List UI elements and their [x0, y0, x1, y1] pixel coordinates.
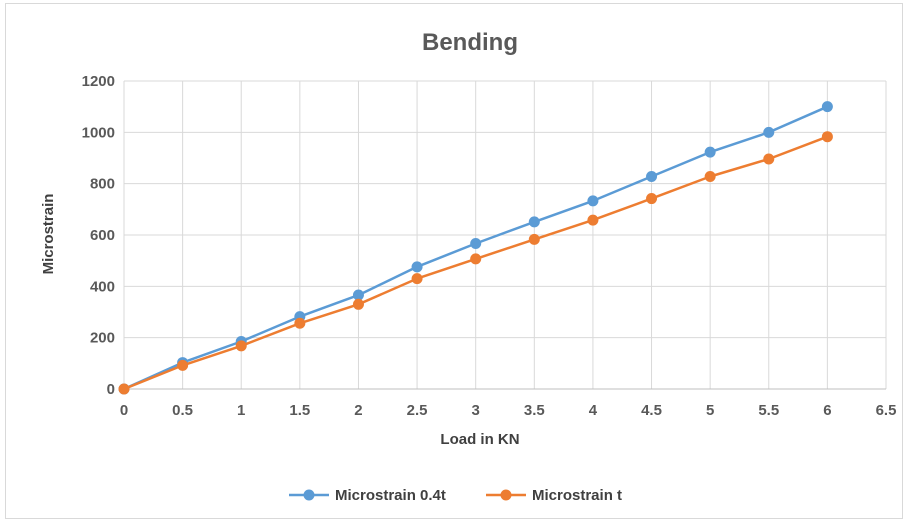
legend-swatch-marker: [500, 489, 512, 501]
x-tick-label: 1: [237, 402, 245, 419]
data-point: [352, 289, 364, 301]
data-point: [470, 237, 482, 249]
x-tick-label: 2.5: [407, 402, 428, 419]
legend-label: Microstrain 0.4t: [335, 487, 446, 504]
y-tick-label: 1000: [82, 124, 115, 141]
x-tick-label: 4: [589, 402, 598, 419]
chart-frame: Bending 0 200 400 600 800 1000 1200 0 0.5 1 1.5 2 2.…: [5, 3, 903, 519]
data-point: [821, 131, 833, 143]
x-tick-label: 3: [472, 402, 480, 419]
x-tick-label: 6.5: [876, 402, 897, 419]
data-point: [177, 359, 189, 371]
axes: 0 200 400 600 800 1000 1200 0 0.5 1 1.5 2 2.5 3 3.5 4 4.…: [82, 73, 897, 419]
y-tick-label: 600: [90, 227, 115, 244]
x-tick-label: 6: [823, 402, 831, 419]
data-point: [528, 216, 540, 228]
legend-entry: Microstrain 0.4t: [289, 487, 446, 504]
y-tick-label: 0: [107, 381, 115, 398]
x-tick-label: 5.5: [758, 402, 779, 419]
data-point: [235, 340, 247, 352]
y-tick-label: 400: [90, 278, 115, 295]
x-axis-label: Load in KN: [440, 431, 519, 448]
data-point: [704, 146, 716, 158]
y-tick-label: 800: [90, 176, 115, 193]
data-point: [646, 170, 658, 182]
x-tick-label: 0: [120, 402, 128, 419]
data-point: [411, 273, 423, 285]
chart-title: Bending: [422, 29, 518, 56]
x-tick-label: 4.5: [641, 402, 662, 419]
legend: Microstrain 0.4t Microstrain t: [289, 487, 622, 504]
legend-entry: Microstrain t: [486, 487, 622, 504]
data-point: [763, 126, 775, 138]
legend-swatch-marker: [303, 489, 315, 501]
data-point: [587, 214, 599, 226]
x-tick-label: 2: [354, 402, 362, 419]
data-point: [470, 253, 482, 265]
data-point: [411, 261, 423, 273]
data-point: [646, 193, 658, 205]
data-point: [352, 298, 364, 310]
y-axis-label: Microstrain: [40, 194, 57, 275]
data-point: [118, 383, 130, 395]
data-point: [587, 195, 599, 207]
y-tick-label: 1200: [82, 73, 115, 90]
data-point: [763, 153, 775, 165]
line-chart: Bending 0 200 400 600 800 1000 1200 0 0.5 1 1.5 2 2.…: [40, 29, 897, 504]
x-tick-label: 1.5: [289, 402, 310, 419]
data-point: [528, 233, 540, 245]
data-point: [704, 170, 716, 182]
data-point: [294, 317, 306, 329]
x-tick-label: 0.5: [172, 402, 193, 419]
x-tick-label: 3.5: [524, 402, 545, 419]
y-tick-label: 200: [90, 330, 115, 347]
legend-label: Microstrain t: [532, 487, 622, 504]
x-tick-label: 5: [706, 402, 714, 419]
series-2: [118, 131, 833, 395]
series-lines: [118, 101, 833, 395]
data-point: [821, 101, 833, 113]
